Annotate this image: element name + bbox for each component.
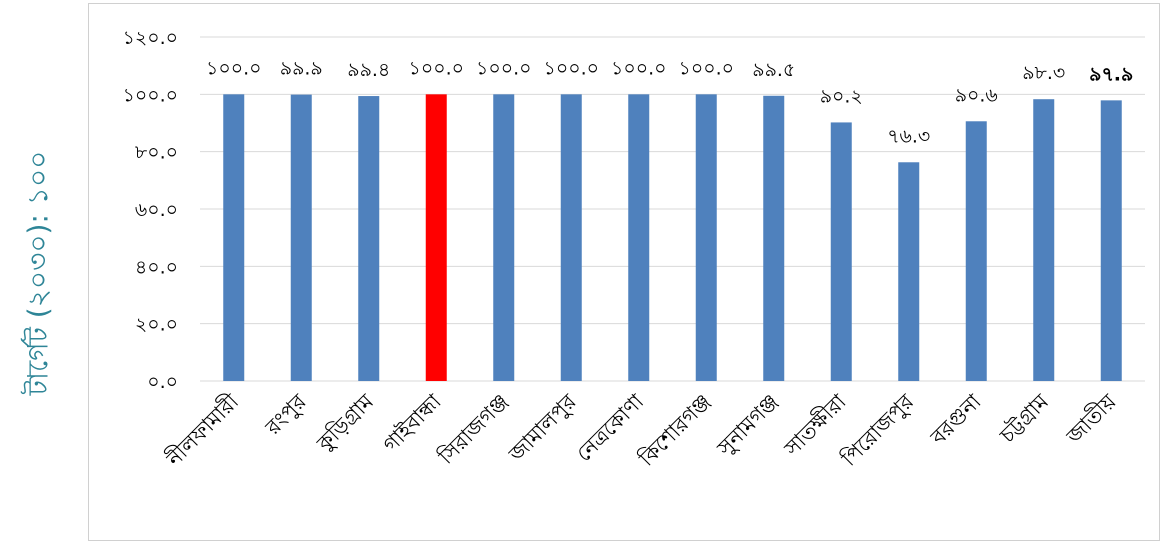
chart-frame (88, 3, 1160, 541)
data-label: ১০০.০ (206, 57, 261, 79)
data-label: ১০০.০ (476, 57, 531, 79)
x-tick-label: কুড়িগ্রাম (312, 389, 379, 456)
y-tick-label: ৪০.০ (135, 256, 178, 278)
data-label: ১০০.০ (409, 57, 464, 79)
y-tick-label: ০.০ (147, 371, 178, 393)
data-label: ৯০.২ (820, 85, 863, 107)
data-label: ৯৭.৯ (1089, 63, 1133, 85)
data-label: ১০০.০ (611, 57, 666, 79)
bar (425, 94, 447, 381)
bar (898, 162, 920, 381)
data-label: ৯০.৬ (955, 84, 998, 106)
y-tick-label: ২০.০ (135, 314, 178, 336)
y-tick-label: ৬০.০ (135, 199, 178, 221)
x-tick-label: চট্টগ্রাম (994, 389, 1054, 449)
data-label: ১০০.০ (679, 57, 734, 79)
x-tick-label: সিরাজগঞ্জ (433, 390, 513, 470)
bar (628, 94, 650, 381)
data-label: ৯৯.৯ (280, 58, 323, 80)
bar (358, 96, 380, 381)
bar (763, 95, 785, 382)
x-tick-label: গাইবান্ধা (378, 389, 446, 457)
y-tick-label: ৮০.০ (135, 142, 178, 164)
bar (1100, 100, 1122, 381)
data-label: ১০০.০ (544, 57, 599, 79)
x-tick-label: বরগুনা (925, 389, 986, 450)
bar (290, 94, 312, 382)
bar (695, 94, 717, 381)
data-label: ৯৯.৫ (752, 59, 795, 81)
x-tick-label: রংপুর (260, 389, 311, 440)
x-tick-label: সুনামগঞ্জ (712, 390, 784, 462)
bar (1033, 99, 1055, 381)
x-tick-label: নীলফামারী (161, 388, 244, 471)
bar (560, 94, 582, 381)
x-tick-label: পিরোজপুর (836, 389, 919, 472)
data-label: ৭৬.৩ (887, 125, 930, 147)
x-tick-label: জামালপুর (504, 389, 582, 467)
bar (493, 94, 515, 381)
bar (965, 121, 987, 381)
data-label: ৯৮.৩ (1022, 62, 1065, 84)
data-label: ৯৯.৪ (347, 59, 390, 81)
x-tick-label: কিশোরগঞ্জ (634, 390, 716, 472)
y-tick-label: ১০০.০ (123, 84, 178, 106)
bar (223, 94, 245, 381)
x-tick-label: জাতীয় (1061, 388, 1122, 449)
bar (830, 122, 852, 381)
y-tick-label: ১২০.০ (123, 27, 178, 49)
